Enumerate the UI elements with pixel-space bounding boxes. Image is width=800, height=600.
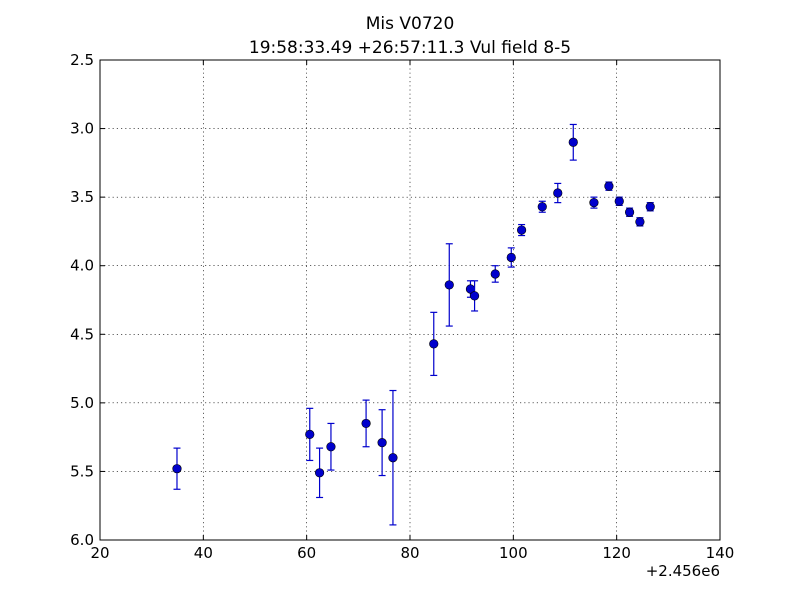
- data-point-group: [469, 280, 480, 312]
- data-point-group: [377, 409, 387, 477]
- x-tick-label: 100: [499, 544, 528, 562]
- data-point: [377, 438, 387, 448]
- plot-frame: [99, 59, 721, 541]
- y-tick-label: 2.5: [70, 51, 94, 69]
- data-point-group: [429, 311, 439, 377]
- data-point: [444, 280, 454, 290]
- data-points: [172, 123, 655, 526]
- data-point: [553, 188, 563, 198]
- data-point: [645, 202, 655, 212]
- y-tick-label: 3.5: [70, 188, 94, 206]
- data-point: [361, 418, 371, 429]
- data-point-group: [516, 223, 527, 237]
- data-point-group: [361, 399, 371, 448]
- chart-subtitle: 19:58:33.49 +26:57:11.3 Vul field 8-5: [249, 38, 571, 58]
- data-point-group: [614, 196, 624, 206]
- data-point-group: [624, 207, 635, 217]
- data-point: [506, 252, 516, 263]
- data-point-group: [604, 181, 614, 191]
- x-tick-label: 20: [90, 544, 109, 562]
- x-tick-label: 40: [194, 544, 213, 562]
- data-point: [537, 202, 547, 212]
- data-point: [635, 217, 645, 227]
- data-point-group: [444, 243, 454, 327]
- x-tick-labels: 20 40 60 80 100 120 140: [90, 544, 734, 562]
- data-point: [429, 339, 439, 349]
- data-point-group: [326, 422, 336, 471]
- data-point: [388, 453, 398, 463]
- data-point-group: [314, 447, 325, 499]
- grid-lines: [100, 60, 720, 540]
- y-tick-label: 4.0: [70, 257, 94, 275]
- data-point: [305, 429, 315, 440]
- y-tick-label: 4.5: [70, 325, 94, 343]
- data-point-group: [635, 217, 645, 227]
- data-point: [516, 225, 527, 235]
- x-offset-label: +2.456e6: [646, 562, 720, 580]
- y-tick-label: 5.0: [70, 394, 94, 412]
- data-point-group: [553, 182, 563, 204]
- data-point-group: [172, 447, 182, 490]
- y-tick-label: 3.0: [70, 120, 94, 138]
- x-tick-label: 80: [400, 544, 419, 562]
- data-point: [469, 291, 480, 301]
- data-point-group: [645, 202, 655, 212]
- data-point-group: [305, 407, 315, 462]
- x-tick-label: 140: [706, 544, 735, 562]
- data-point-group: [568, 123, 578, 161]
- data-point: [172, 464, 182, 474]
- data-point-group: [506, 247, 516, 268]
- chart-title: Mis V0720: [366, 14, 455, 34]
- data-point: [624, 207, 635, 217]
- data-point: [568, 137, 578, 147]
- x-tick-label: 60: [297, 544, 316, 562]
- data-point: [326, 442, 336, 452]
- data-point: [604, 181, 614, 191]
- data-point-group: [388, 389, 398, 526]
- data-point-group: [490, 265, 500, 283]
- data-point: [490, 269, 500, 279]
- data-point: [314, 468, 325, 478]
- x-tick-label: 120: [602, 544, 631, 562]
- data-point-group: [537, 200, 547, 213]
- y-tick-label: 6.0: [70, 531, 94, 549]
- y-tick-label: 5.5: [70, 462, 94, 480]
- data-point: [614, 196, 624, 206]
- data-point: [589, 198, 599, 208]
- data-point-group: [589, 196, 599, 209]
- y-tick-labels: 2.5 3.0 3.5 4.0 4.5 5.0 5.5 6.0: [70, 51, 94, 549]
